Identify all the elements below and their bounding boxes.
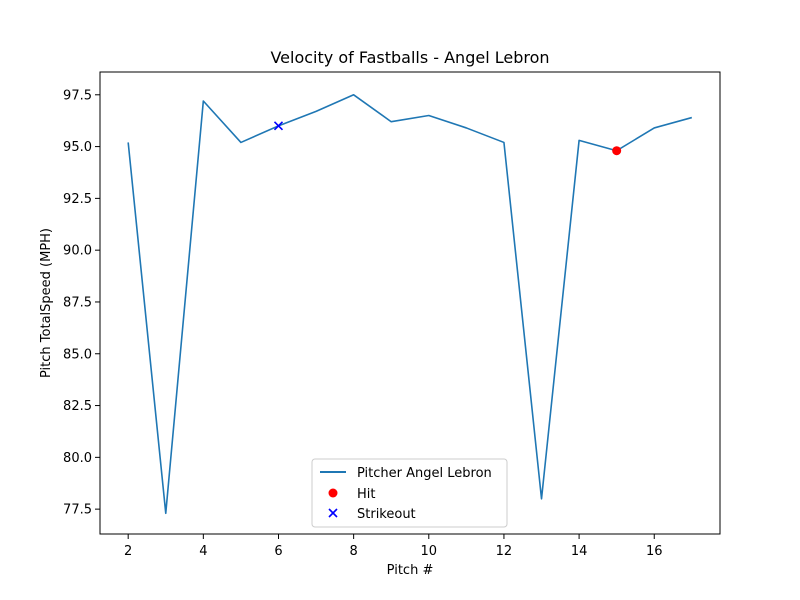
plot-area (127, 93, 693, 515)
legend-label-pitcher: Pitcher Angel Lebron (357, 466, 492, 481)
y-tick-label: 80.0 (63, 451, 92, 466)
y-tick-label: 82.5 (63, 399, 92, 414)
x-axis: 2 4 6 8 10 12 14 16 (124, 534, 663, 559)
x-tick-label: 6 (274, 544, 282, 559)
legend-hit-swatch (328, 488, 338, 498)
x-tick-label: 2 (124, 544, 132, 559)
x-tick-label: 8 (349, 544, 357, 559)
y-tick-label: 87.5 (63, 295, 92, 310)
x-tick-label: 16 (646, 544, 663, 559)
y-tick-label: 90.0 (63, 244, 92, 259)
y-tick-label: 95.0 (63, 140, 92, 155)
y-tick-label: 85.0 (63, 347, 92, 362)
y-axis: 77.5 80.0 82.5 85.0 87.5 90.0 92.5 95.0 97.5 (63, 88, 100, 518)
x-tick-label: 4 (199, 544, 207, 559)
y-tick-label: 97.5 (63, 88, 92, 103)
legend-strikeout-swatch (328, 508, 338, 518)
legend-box (311, 458, 508, 528)
x-tick-label: 12 (496, 544, 513, 559)
chart-title: Velocity of Fastballs - Angel Lebron (270, 48, 549, 67)
x-tick-label: 10 (421, 544, 438, 559)
y-tick-label: 92.5 (63, 192, 92, 207)
axes-frame (99, 71, 721, 535)
hit-point (612, 146, 622, 156)
legend-label-hit: Hit (357, 487, 375, 502)
x-tick-label: 14 (571, 544, 588, 559)
legend-label-strikeout: Strikeout (357, 507, 416, 522)
y-axis-label: Pitch TotalSpeed (MPH) (39, 228, 54, 378)
strikeout-point (273, 121, 284, 131)
x-axis-label: Pitch # (387, 563, 434, 578)
series-line-pitcher (127, 93, 693, 515)
y-tick-label: 77.5 (63, 503, 92, 518)
legend: Pitcher Angel Lebron Hit Strikeout (311, 458, 508, 528)
